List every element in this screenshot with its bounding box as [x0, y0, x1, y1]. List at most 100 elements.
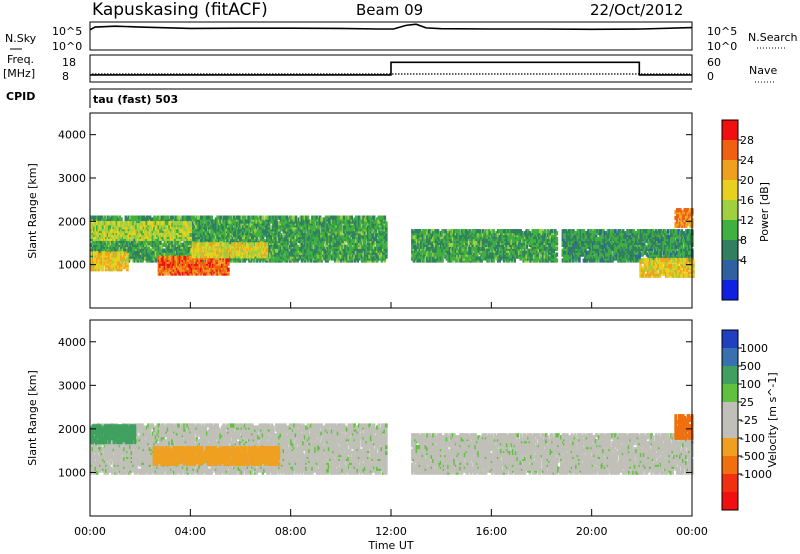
data-cell: [308, 223, 311, 228]
data-cell: [371, 244, 374, 249]
data-cell: [105, 232, 108, 237]
data-cell: [360, 223, 364, 228]
data-cell: [153, 238, 156, 244]
data-cell: [150, 248, 153, 253]
data-cell: [210, 215, 213, 220]
data-cell: [264, 256, 268, 261]
data-cell: [236, 215, 239, 220]
data-cell: [299, 246, 302, 251]
data-cell: [211, 219, 215, 224]
data-cell: [330, 250, 334, 255]
data-cell: [90, 254, 93, 259]
data-cell: [287, 238, 290, 244]
data-cell: [266, 215, 269, 220]
data-cell: [338, 244, 341, 249]
data-cell: [109, 234, 113, 239]
data-cell: [142, 215, 146, 220]
data-cell: [118, 246, 122, 251]
data-cell: [320, 248, 323, 253]
data-cell: [160, 244, 164, 249]
data-cell: [148, 234, 152, 239]
data-cell: [97, 221, 101, 226]
noise-left-label: N.Sky: [5, 32, 37, 45]
data-cell: [150, 225, 153, 230]
data-cell: [385, 244, 388, 249]
data-cell: [183, 250, 186, 255]
data-cell: [366, 227, 370, 232]
data-cell: [175, 228, 179, 234]
data-cell: [382, 236, 385, 242]
data-cell: [207, 215, 210, 220]
data-cell: [205, 231, 209, 236]
data-cell: [150, 221, 153, 226]
data-cell: [341, 254, 344, 259]
data-cell: [264, 221, 268, 226]
data-cell: [120, 217, 123, 222]
data-cell: [217, 215, 221, 220]
data-cell: [287, 217, 290, 222]
data-cell: [100, 234, 104, 239]
data-cell: [150, 240, 153, 245]
data-cell: [151, 221, 155, 226]
data-cell: [163, 271, 167, 276]
data-cell: [217, 225, 221, 230]
data-cell: [124, 238, 128, 244]
data-cell: [156, 228, 159, 234]
data-cell: [108, 225, 111, 230]
data-cell: [332, 254, 335, 259]
data-cell: [281, 227, 284, 232]
data-cell: [157, 267, 161, 272]
data-cell: [279, 233, 283, 238]
data-cell: [239, 215, 242, 220]
data-cell: [344, 233, 347, 238]
data-cell: [278, 215, 281, 220]
data-cell: [324, 250, 328, 255]
data-cell: [210, 229, 213, 234]
data-cell: [133, 215, 137, 220]
data-cell: [273, 242, 277, 247]
data-cell: [287, 248, 290, 253]
data-cell: [103, 215, 107, 220]
data-cell: [114, 215, 117, 220]
data-cell: [168, 232, 171, 237]
data-cell: [223, 233, 227, 238]
data-cell: [160, 221, 164, 226]
data-cell: [111, 263, 114, 268]
data-cell: [351, 235, 355, 240]
data-cell: [380, 258, 384, 263]
data-cell: [112, 263, 116, 268]
data-cell: [275, 215, 278, 220]
data-cell: [246, 236, 250, 242]
data-cell: [257, 217, 260, 222]
data-cell: [357, 238, 361, 244]
data-cell: [96, 267, 99, 272]
data-cell: [91, 259, 95, 264]
data-cell: [320, 223, 323, 228]
data-cell: [287, 227, 290, 232]
data-cell: [187, 221, 191, 226]
data-cell: [260, 233, 263, 238]
data-cell: [294, 219, 298, 224]
data-cell: [214, 217, 218, 222]
data-cell: [172, 240, 176, 245]
data-cell: [126, 257, 129, 262]
data-cell: [342, 236, 346, 242]
data-cell: [284, 223, 287, 228]
data-cell: [174, 215, 177, 220]
data-cell: [100, 257, 104, 262]
data-cell: [366, 256, 370, 261]
data-cell: [118, 257, 122, 262]
data-cell: [166, 225, 170, 230]
data-cell: [97, 253, 101, 258]
data-cell: [321, 240, 325, 245]
data-cell: [372, 225, 376, 230]
data-cell: [261, 219, 265, 224]
data-cell: [150, 217, 153, 222]
data-cell: [189, 215, 192, 220]
data-cell: [323, 231, 326, 236]
data-cell: [193, 217, 197, 222]
data-cell: [312, 244, 316, 249]
data-cell: [382, 231, 385, 236]
data-cell: [90, 251, 93, 256]
data-cell: [365, 215, 368, 220]
